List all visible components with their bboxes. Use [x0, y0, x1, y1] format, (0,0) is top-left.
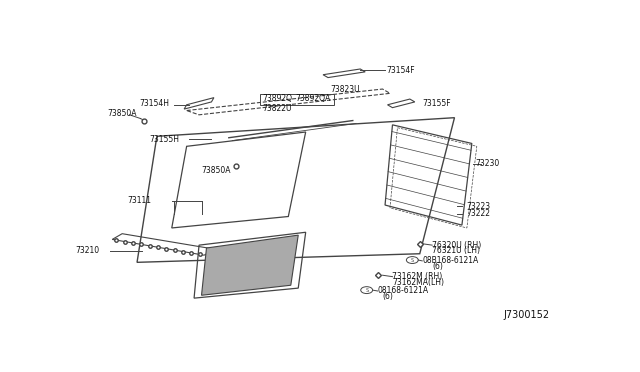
Text: S: S [411, 257, 414, 263]
Text: (6): (6) [432, 262, 443, 271]
Text: 73222: 73222 [466, 209, 490, 218]
Text: 73223: 73223 [466, 202, 490, 211]
Text: 73210: 73210 [75, 246, 99, 255]
Text: 73850A: 73850A [108, 109, 137, 118]
Text: 73823U: 73823U [330, 84, 360, 93]
Text: 73154F: 73154F [387, 66, 415, 75]
Text: 08168-6121A: 08168-6121A [378, 286, 429, 295]
Text: 73111: 73111 [127, 196, 151, 205]
Text: S: S [365, 288, 368, 293]
Text: 76321U (LH): 76321U (LH) [432, 246, 480, 255]
Text: 73822U: 73822U [262, 104, 292, 113]
Text: 73154H: 73154H [140, 99, 170, 108]
Text: 73162MA(LH): 73162MA(LH) [392, 278, 445, 287]
Text: 73162M (RH): 73162M (RH) [392, 272, 443, 281]
Polygon shape [202, 235, 298, 295]
Text: 73155F: 73155F [422, 99, 451, 108]
Text: 73850A: 73850A [202, 166, 231, 175]
Text: 08B168-6121A: 08B168-6121A [422, 256, 479, 265]
Text: 73230: 73230 [476, 159, 500, 168]
Text: 73892Q: 73892Q [262, 94, 292, 103]
Text: 73892QA: 73892QA [296, 94, 331, 103]
Text: (6): (6) [383, 292, 394, 301]
Text: 76320U (RH): 76320U (RH) [432, 241, 481, 250]
Text: J7300152: J7300152 [503, 310, 550, 320]
Text: 73155H: 73155H [150, 135, 179, 144]
